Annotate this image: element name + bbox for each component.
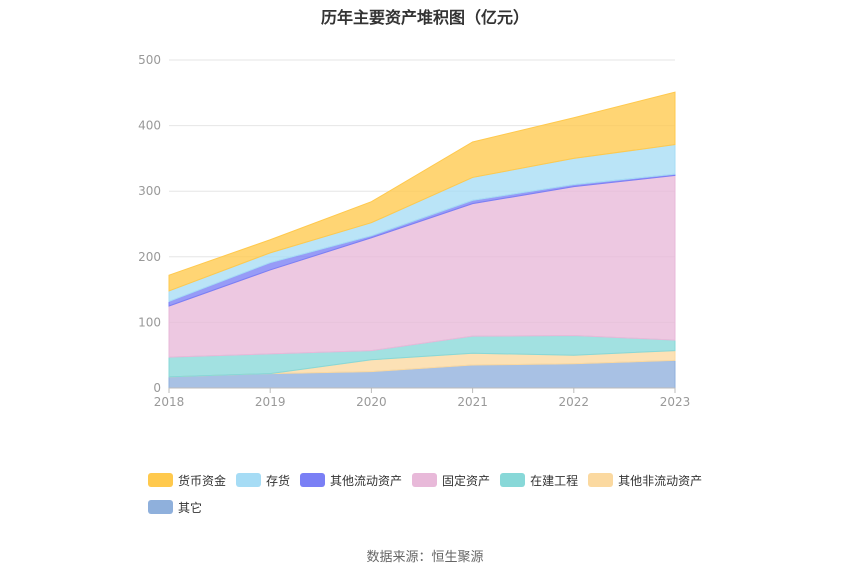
data-source: 数据来源：恒生聚源 bbox=[366, 550, 484, 565]
legend-item[interactable]: 固定资产 bbox=[412, 473, 491, 488]
legend-item[interactable]: 其它 bbox=[148, 500, 203, 515]
legend-swatch bbox=[500, 473, 526, 487]
legend-label: 在建工程 bbox=[530, 473, 579, 488]
axes: 0 100 200 300 400 500 2018 2019 2020 2021 2022 2023 bbox=[138, 53, 690, 409]
legend-item[interactable]: 货币资金 bbox=[148, 473, 227, 488]
legend-swatch bbox=[300, 473, 326, 487]
x-tick-label: 2020 bbox=[356, 395, 387, 409]
x-tick-label: 2022 bbox=[559, 395, 590, 409]
legend-item[interactable]: 其他非流动资产 bbox=[588, 473, 703, 488]
y-tick-label: 200 bbox=[138, 250, 161, 264]
legend-swatch bbox=[412, 473, 438, 487]
legend-label: 固定资产 bbox=[442, 473, 491, 488]
y-tick-label: 400 bbox=[138, 119, 161, 133]
x-tick-label: 2021 bbox=[457, 395, 488, 409]
legend-label: 其他流动资产 bbox=[330, 473, 403, 488]
y-tick-label: 0 bbox=[153, 381, 161, 395]
y-tick-label: 300 bbox=[138, 184, 161, 198]
x-tick-label: 2023 bbox=[660, 395, 691, 409]
area-series bbox=[168, 91, 676, 389]
chart-title: 历年主要资产堆积图（亿元） bbox=[320, 8, 529, 27]
legend-swatch bbox=[148, 473, 173, 487]
legend-swatch bbox=[588, 473, 614, 487]
legend: 货币资金 存货 其他流动资产 固定资产 在建工程 其他非流动资产其它 bbox=[148, 472, 728, 526]
legend-label: 货币资金 bbox=[178, 473, 227, 488]
legend-item[interactable]: 在建工程 bbox=[500, 473, 579, 488]
y-tick-label: 500 bbox=[138, 53, 161, 67]
legend-label: 其它 bbox=[178, 500, 203, 515]
legend-swatch bbox=[148, 500, 173, 514]
x-tick-label: 2018 bbox=[154, 395, 185, 409]
legend-item[interactable]: 其他流动资产 bbox=[300, 473, 403, 488]
y-tick-label: 100 bbox=[138, 315, 161, 329]
legend-label: 其他非流动资产 bbox=[618, 473, 703, 488]
legend-item[interactable]: 存货 bbox=[236, 473, 291, 488]
area-series-6 bbox=[168, 91, 676, 292]
legend-swatch bbox=[236, 473, 262, 487]
x-tick-label: 2019 bbox=[255, 395, 286, 409]
legend-label: 存货 bbox=[266, 473, 291, 488]
